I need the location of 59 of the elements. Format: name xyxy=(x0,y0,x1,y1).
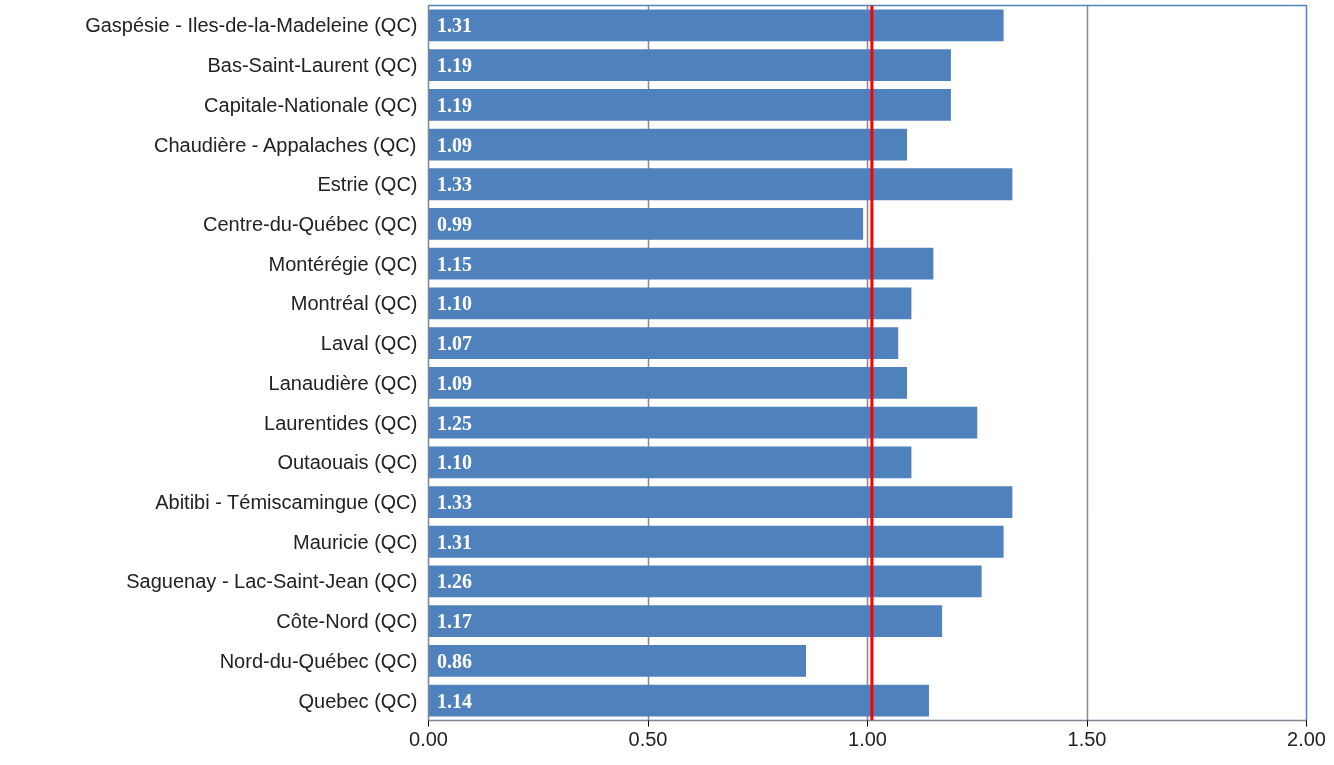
data-label: 0.99 xyxy=(436,212,472,235)
y-tick-label: Mauricie (QC) xyxy=(293,530,418,553)
bar xyxy=(428,366,908,399)
bar xyxy=(428,645,807,677)
data-label: 1.33 xyxy=(436,491,472,514)
y-tick-label: Bas-Saint-Laurent (QC) xyxy=(207,54,418,77)
data-label: 1.19 xyxy=(436,54,472,77)
bar xyxy=(428,128,908,161)
data-label: 1.17 xyxy=(436,610,472,633)
bar xyxy=(428,49,951,81)
y-tick-label: Laurentides (QC) xyxy=(264,411,418,434)
y-tick-label: Montréal (QC) xyxy=(290,292,418,315)
data-label: 1.31 xyxy=(436,530,472,553)
y-tick-label: Capitale-Nationale (QC) xyxy=(204,93,418,116)
bar xyxy=(428,605,943,638)
y-tick-label: Nord-du-Québec (QC) xyxy=(219,649,418,672)
y-tick-label: Laval (QC) xyxy=(320,332,418,355)
bar xyxy=(428,327,899,360)
y-tick-label: Estrie (QC) xyxy=(317,173,418,196)
x-tick-label: 2.00 xyxy=(1287,727,1326,750)
data-label: 1.10 xyxy=(436,292,472,315)
data-label: 0.86 xyxy=(436,649,472,672)
data-label: 1.19 xyxy=(436,93,472,116)
bar xyxy=(428,525,1004,558)
x-tick-label: 1.50 xyxy=(1067,727,1107,750)
data-label: 1.07 xyxy=(436,332,472,355)
data-label: 1.10 xyxy=(436,451,472,474)
bar xyxy=(428,9,1004,42)
y-tick-label: Gaspésie - Iles-de-la-Madeleine (QC) xyxy=(85,14,418,37)
y-tick-label: Côte-Nord (QC) xyxy=(276,610,418,633)
y-tick-label: Lanaudière (QC) xyxy=(268,371,418,394)
bar xyxy=(428,168,1013,201)
bar xyxy=(428,684,929,717)
bar xyxy=(428,287,912,320)
data-label: 1.09 xyxy=(436,133,472,156)
bar xyxy=(428,406,978,439)
y-tick-label: Quebec (QC) xyxy=(298,689,418,712)
y-tick-label: Saguenay - Lac-Saint-Jean (QC) xyxy=(126,570,418,593)
data-label: 1.25 xyxy=(436,411,472,434)
bar xyxy=(428,247,934,280)
x-tick-label: 0.00 xyxy=(409,727,448,750)
bar xyxy=(428,208,864,240)
y-tick-label: Chaudière - Appalaches (QC) xyxy=(154,133,417,156)
y-tick-label: Abitibi - Témiscamingue (QC) xyxy=(155,491,418,514)
bar xyxy=(428,486,1013,518)
bar xyxy=(428,446,912,479)
x-tick-label: 0.50 xyxy=(628,727,668,750)
y-tick-label: Montérégie (QC) xyxy=(268,252,418,275)
data-label: 1.31 xyxy=(436,14,472,37)
x-tick-label: 1.00 xyxy=(848,727,887,750)
bar xyxy=(428,565,982,598)
data-label: 1.15 xyxy=(436,252,472,275)
data-label: 1.09 xyxy=(436,371,472,394)
data-label: 1.26 xyxy=(436,570,472,593)
bar xyxy=(428,88,951,121)
y-tick-label: Outaouais (QC) xyxy=(277,451,418,474)
data-label: 1.33 xyxy=(436,173,472,196)
y-tick-label: Centre-du-Québec (QC) xyxy=(202,212,418,235)
data-label: 1.14 xyxy=(436,689,472,712)
